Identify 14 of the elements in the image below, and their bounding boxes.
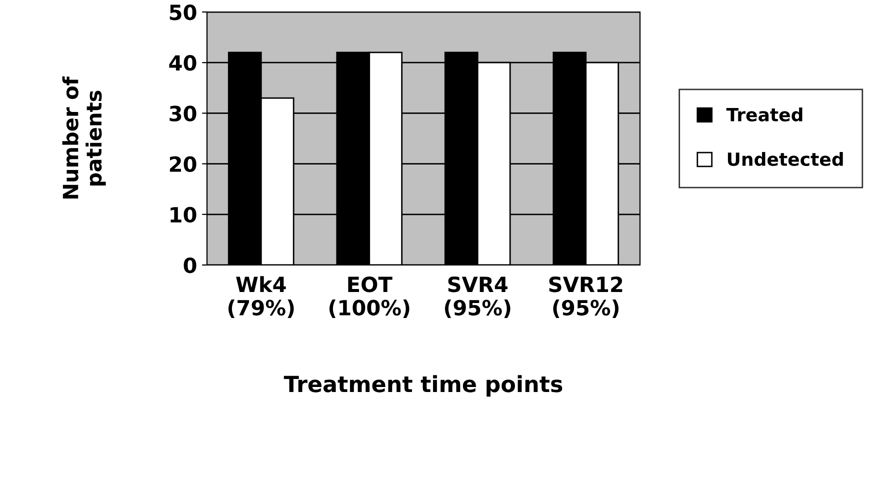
y-tick-label: 50 (170, 4, 196, 20)
y-axis-title: Number of patients (62, 76, 106, 199)
y-tick-label: 40 (169, 55, 196, 71)
y-tick-label: 10 (170, 206, 196, 223)
legend-label: Undetected (728, 152, 843, 166)
x-tick-label: Wk4 (79%) (228, 276, 294, 318)
y-tick-label: 20 (170, 156, 196, 172)
y-tick-label: 30 (170, 106, 196, 122)
x-axis-title: Treatment time points (284, 375, 562, 397)
x-tick-label: EOT (100%) (329, 276, 410, 318)
legend-label: Treated (726, 107, 802, 122)
x-tick-label: SVR12 (95%) (549, 276, 622, 318)
y-tick-label: 0 (184, 257, 196, 274)
x-tick-label: SVR4 (95%) (444, 276, 510, 318)
